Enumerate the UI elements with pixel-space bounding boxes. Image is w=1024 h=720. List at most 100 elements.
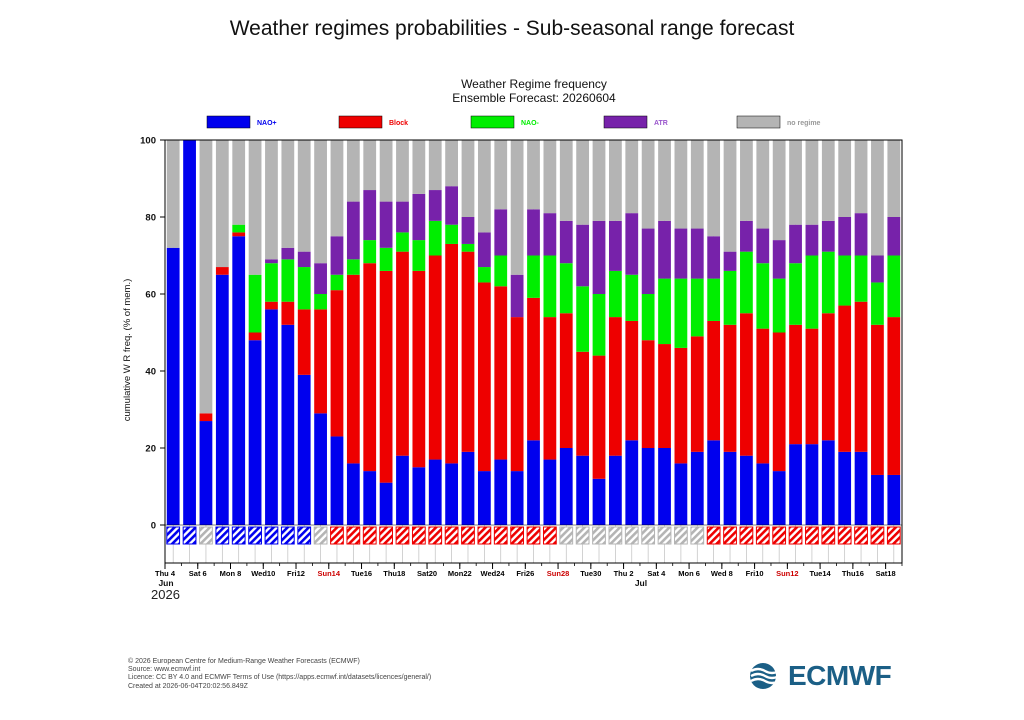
bar-segment-no-regime (412, 140, 426, 194)
regime-strip-cell (690, 526, 705, 545)
bar-segment-no-regime (821, 140, 835, 221)
bar-segment-nao- (871, 282, 884, 325)
bar-segment-nao- (723, 270, 737, 325)
regime-strip-cell (886, 526, 901, 545)
regime-strip-cell (215, 526, 230, 545)
y-tick-label: 0 (151, 521, 156, 532)
bar-segment-atr (838, 217, 852, 256)
bar-segment-block (363, 263, 377, 472)
bar-segment-nao- (494, 255, 508, 287)
bar-segment-nao- (854, 255, 868, 302)
bar-segment-nao- (740, 251, 753, 314)
bar-segment-nao- (248, 274, 262, 333)
chart-subtitle: Ensemble Forecast: 20260604 (452, 91, 616, 105)
bar-segment-block (412, 270, 426, 468)
regime-strip-cell (723, 526, 737, 545)
bar-segment-no-regime (772, 140, 786, 241)
bar-segment-block (248, 332, 262, 341)
y-tick-label: 100 (140, 136, 156, 147)
bar-segment-nao- (740, 455, 753, 525)
footer-source: Source: www.ecmwf.int (128, 666, 201, 674)
x-tick-label: Thu 4 (155, 569, 176, 578)
regime-strip-cell (755, 526, 770, 545)
bar-segment-atr (723, 251, 737, 271)
bar-segment-nao- (625, 440, 639, 525)
bar-segment-nao- (363, 471, 377, 525)
regime-strip-cell (854, 526, 868, 545)
bar-segment-no-regime (658, 140, 671, 221)
regime-strip-cell (542, 526, 557, 545)
bar-segment-nao- (690, 278, 704, 337)
bar-segment-nao- (674, 278, 688, 348)
bar-segment-nao- (658, 278, 671, 345)
regime-strip-cell (592, 526, 606, 545)
regime-strip-cell (526, 526, 541, 545)
year-label: 2026 (151, 587, 180, 602)
bar-segment-no-regime (543, 140, 557, 214)
bar-segment-nao- (854, 451, 868, 525)
regime-strip-cell (674, 526, 688, 545)
bar-segment-atr (314, 263, 327, 294)
y-tick-label: 40 (145, 367, 156, 378)
regime-strip-cell (313, 526, 328, 545)
bar-segment-no-regime (641, 140, 655, 229)
bar-segment-nao- (215, 274, 229, 525)
bar-segment-atr (543, 213, 557, 256)
bar-segment-nao- (756, 263, 770, 329)
bar-segment-block (346, 274, 360, 464)
x-tick-label: Sat20 (417, 569, 437, 578)
bar-segment-nao- (690, 451, 704, 525)
bar-segment-nao- (330, 274, 344, 291)
bar-segment-nao- (199, 421, 213, 525)
bar-segment-atr (576, 224, 590, 287)
bar-segment-nao- (396, 232, 409, 252)
bar-segment-nao- (346, 259, 360, 275)
bar-segment-block (740, 313, 753, 456)
legend-swatch (470, 115, 515, 129)
bar-segment-nao- (346, 463, 360, 525)
x-tick-label: Sun12 (776, 569, 799, 578)
bar-segment-no-regime (248, 140, 262, 275)
bar-segment-block (232, 232, 246, 237)
bar-segment-nao- (477, 471, 491, 525)
regime-strip-cell (477, 526, 492, 545)
regime-strip-cell (493, 526, 508, 545)
bar-segment-no-regime (740, 140, 753, 221)
bar-segment-nao- (592, 294, 606, 356)
regime-strip-cell (870, 526, 885, 545)
bar-segment-nao- (183, 140, 196, 525)
footer-licence: Licence: CC BY 4.0 and ECMWF Terms of Us… (128, 674, 432, 682)
x-tick-label: Tue14 (810, 569, 832, 578)
bar-segment-nao- (379, 247, 393, 271)
bar-segment-nao- (330, 436, 344, 525)
bar-segment-no-regime (576, 140, 590, 225)
regime-strip-cell (821, 526, 836, 545)
bar-segment-block (461, 251, 475, 452)
plot-area (164, 139, 903, 564)
x-tick-label: Thu 2 (614, 569, 634, 578)
bar-segment-nao- (641, 448, 655, 525)
bar-segment-nao- (265, 309, 278, 525)
bar-segment-no-regime (461, 140, 475, 217)
legend-label: NAO- (521, 120, 540, 127)
bar-segment-nao- (543, 255, 557, 318)
bar-segment-nao- (756, 463, 770, 525)
footer-created: Created at 2026-06-04T20:02:56.849Z (128, 682, 248, 690)
bar-segment-atr (756, 228, 770, 264)
bar-segment-atr (330, 236, 344, 275)
bar-segment-no-regime (396, 140, 409, 202)
bar-segment-atr (641, 228, 655, 294)
bar-segment-no-regime (445, 140, 458, 187)
bar-segment-atr (412, 193, 426, 241)
bar-segment-atr (821, 220, 835, 252)
x-tick-label: Sat 6 (189, 569, 207, 578)
bar-segment-no-regime (609, 140, 622, 221)
bar-segment-nao- (805, 444, 819, 525)
bar-segment-nao- (609, 270, 622, 318)
x-tick-label: Tue16 (351, 569, 372, 578)
bar-segment-block (543, 317, 557, 460)
bar-segment-block (477, 282, 491, 472)
bar-segment-block (707, 320, 721, 441)
bar-segment-no-regime (592, 140, 606, 221)
